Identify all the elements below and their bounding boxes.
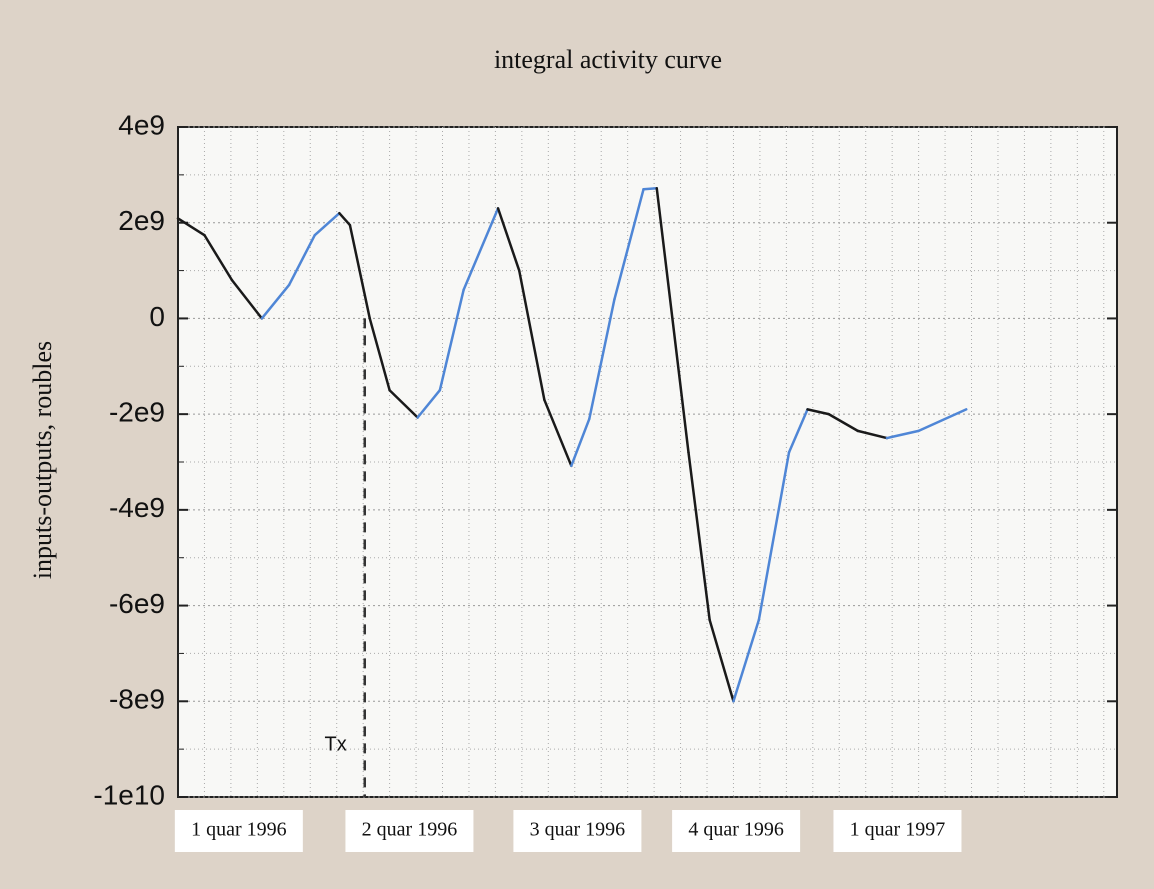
line-segment — [570, 417, 591, 468]
line-segment — [388, 388, 419, 419]
line-segment — [462, 207, 500, 291]
line-segment — [655, 187, 690, 454]
y-tick-label: 0 — [149, 301, 165, 332]
x-tick-box — [513, 810, 642, 852]
line-segment — [203, 233, 234, 282]
line-segment — [260, 283, 291, 320]
y-tick-label: -1e10 — [93, 779, 165, 810]
y-tick-label: -6e9 — [109, 588, 165, 619]
x-tick-label: 4 quar 1996 — [688, 819, 784, 841]
line-segment — [687, 451, 711, 622]
x-tick-box — [672, 810, 801, 852]
line-segment — [856, 429, 889, 440]
line-segment — [827, 412, 860, 433]
line-segment — [496, 207, 521, 272]
line-segment — [757, 451, 791, 622]
x-tick-box — [833, 810, 962, 852]
line-segment — [543, 398, 573, 468]
line-segment — [787, 408, 809, 454]
chart-title: integral activity curve — [494, 45, 722, 74]
line-segment — [313, 211, 341, 237]
line-segment — [642, 187, 659, 191]
line-segment — [368, 317, 391, 392]
line-segment — [517, 269, 546, 402]
x-tick-box — [345, 810, 474, 852]
line-segment — [885, 429, 920, 440]
x-tick-label: 3 quar 1996 — [530, 819, 626, 841]
annotation-label: Tx — [325, 733, 347, 755]
x-tick-box — [174, 810, 303, 852]
line-segment — [806, 408, 830, 416]
y-tick-label: -4e9 — [109, 492, 165, 523]
y-tick-label: -8e9 — [109, 684, 165, 715]
y-axis-label: inputs-outputs, roubles — [28, 341, 57, 579]
line-segment — [917, 408, 968, 433]
line-segment — [708, 618, 735, 703]
line-segment — [176, 217, 206, 237]
line-segment — [613, 187, 645, 301]
line-segment — [348, 223, 372, 320]
x-tick-label: 2 quar 1996 — [362, 819, 458, 841]
line-segment — [230, 278, 264, 320]
line-segment — [416, 388, 442, 419]
line-segment — [338, 211, 352, 227]
x-tick-label: 1 quar 1996 — [191, 819, 287, 841]
line-segment — [732, 618, 761, 703]
line-segment — [287, 233, 317, 287]
line-segment — [438, 288, 465, 392]
line-segment — [588, 298, 616, 421]
y-tick-label: -2e9 — [109, 397, 165, 428]
y-tick-label: 2e9 — [118, 205, 165, 236]
x-tick-label: 1 quar 1997 — [850, 819, 946, 841]
y-tick-label: 4e9 — [118, 109, 165, 140]
